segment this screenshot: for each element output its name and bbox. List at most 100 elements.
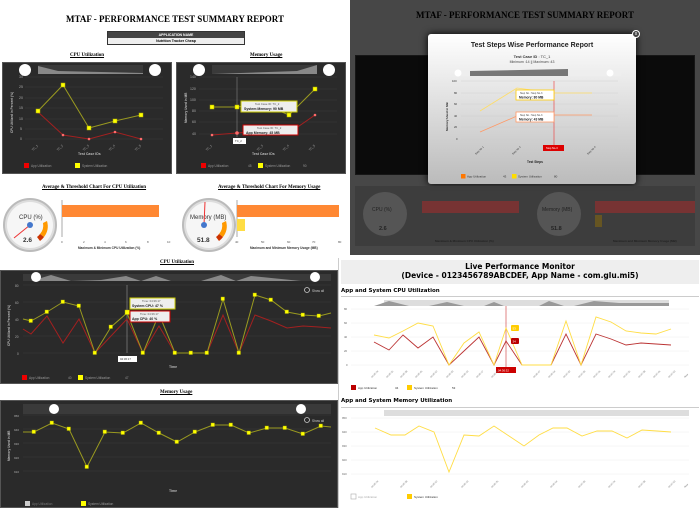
cpu-section-title: CPU Utilization: [70, 53, 105, 58]
svg-text:940: 940: [342, 430, 347, 434]
legend-app-swatch[interactable]: [25, 501, 30, 506]
svg-text:0: 0: [20, 137, 22, 141]
svg-text:04:35:38: 04:35:38: [400, 480, 409, 489]
svg-text:Maximum and Minimum Memory Usa: Maximum and Minimum Memory Usage (MB): [613, 239, 677, 243]
legend-app-swatch[interactable]: [350, 493, 357, 500]
svg-text:90: 90: [303, 164, 307, 168]
svg-text:04:37:02: 04:37:02: [563, 370, 572, 379]
svg-text:System Utilization: System Utilization: [414, 495, 438, 499]
svg-text:System Utilization: System Utilization: [82, 164, 108, 168]
svg-text:0: 0: [61, 240, 63, 244]
legend-system-swatch[interactable]: [78, 375, 83, 380]
svg-text:910: 910: [342, 472, 347, 476]
svg-text:04:37:31: 04:37:31: [623, 370, 632, 379]
svg-text:TC_2: TC_2: [56, 143, 64, 151]
range-handle-left[interactable]: [193, 64, 205, 76]
range-handle-left[interactable]: [31, 272, 41, 282]
legend-app-swatch[interactable]: [22, 375, 27, 380]
live-monitor-header: Live Performance Monitor (Device - 01234…: [341, 260, 699, 284]
svg-text:45: 45: [248, 164, 252, 168]
svg-text:TC_3: TC_3: [256, 143, 264, 151]
legend-system-swatch[interactable]: [407, 494, 412, 499]
modal-close-button[interactable]: x: [632, 30, 640, 38]
svg-text:04:36:47: 04:36:47: [533, 370, 542, 379]
svg-text:60: 60: [287, 240, 291, 244]
svg-text:80: 80: [454, 91, 458, 95]
legend-system-swatch[interactable]: [512, 174, 517, 179]
legend-system-swatch[interactable]: [81, 501, 86, 506]
range-handle-right[interactable]: [323, 64, 335, 76]
svg-text:04:35:24: 04:35:24: [371, 480, 380, 489]
legend-app-swatch[interactable]: [461, 174, 466, 179]
memory-minmax-bar-chart: 40 50 60 70 80 Maximum and Minimum Memory Us…: [235, 200, 342, 250]
svg-text:04:36:10: 04:36:10: [461, 480, 470, 489]
cpu-time-chart: Show all 80 60 40 20 0 Time: 04:36:17 System…: [0, 270, 338, 384]
range-handle-right[interactable]: [310, 272, 320, 282]
legend-system-swatch[interactable]: [75, 163, 80, 168]
application-name-box: APPLICATION NAME Nutrition Tracker Cheap: [107, 31, 245, 45]
svg-text:Time: 04:36:17: Time: 04:36:17: [140, 312, 159, 316]
svg-text:Memory Used in MB: Memory Used in MB: [7, 430, 11, 461]
svg-text:04:37:24: 04:37:24: [608, 480, 617, 489]
avg-memory-title: Average & Threshold Chart For Memory Usa…: [218, 185, 321, 190]
svg-text:CPU (%): CPU (%): [372, 207, 392, 213]
svg-text:04:36:10: 04:36:10: [461, 370, 470, 379]
svg-text:Time: Time: [169, 489, 177, 493]
report-title: MTAF - PERFORMANCE TEST SUMMARY REPORT: [66, 14, 284, 24]
show-all-button[interactable]: Show all: [304, 417, 325, 424]
svg-text:Step No-1: Step No-1: [475, 145, 486, 156]
svg-text:Test Case IDs: Test Case IDs: [252, 152, 275, 156]
show-all-button[interactable]: Show all: [304, 287, 325, 294]
svg-text:Show all: Show all: [312, 289, 324, 293]
svg-text:04:36:40: 04:36:40: [521, 480, 530, 489]
svg-text:Test Case ID: TC_2: Test Case ID: TC_2: [257, 126, 282, 130]
svg-text:04:37:16: 04:37:16: [593, 370, 602, 379]
range-handle-right[interactable]: [606, 69, 614, 77]
average-threshold-panel: Average & Threshold Chart For CPU Utiliz…: [0, 175, 350, 265]
range-handle-right[interactable]: [296, 404, 306, 414]
avg-cpu-title: Average & Threshold Chart For CPU Utiliz…: [42, 185, 147, 190]
application-name-label: APPLICATION NAME: [108, 32, 244, 38]
svg-text:System Utilization: System Utilization: [518, 175, 542, 179]
legend-app-swatch[interactable]: [24, 163, 29, 168]
legend-system-swatch[interactable]: [258, 163, 263, 168]
legend-app-swatch[interactable]: [201, 163, 206, 168]
range-handle-left[interactable]: [454, 69, 462, 77]
range-handle-left[interactable]: [49, 404, 59, 414]
legend-app-swatch[interactable]: [351, 385, 356, 390]
svg-text:51.8: 51.8: [197, 237, 210, 244]
svg-text:Memory (MB): Memory (MB): [542, 207, 573, 213]
legend-system-swatch[interactable]: [407, 385, 412, 390]
range-handle-left[interactable]: [19, 64, 31, 76]
svg-text:40: 40: [344, 335, 348, 339]
svg-text:70: 70: [312, 240, 316, 244]
svg-text:04:37:53: 04:37:53: [668, 480, 677, 489]
svg-text:04:37:38: 04:37:38: [638, 370, 647, 379]
svg-text:25: 25: [19, 85, 23, 89]
svg-text:Time: 04:36:17: Time: 04:36:17: [142, 299, 161, 303]
svg-text:Test Case ID: TC_2: Test Case ID: TC_2: [255, 102, 280, 106]
live-memory-chart: 950 940 930 920 910 04:35:24 04:35:38 04:35:52…: [342, 410, 689, 500]
test-steps-modal: x Test Steps Wise Performance Report Tes…: [428, 30, 640, 184]
svg-text:04:37:09: 04:37:09: [578, 370, 587, 379]
svg-text:910: 910: [14, 470, 19, 474]
tooltip-system-memory: Test Case ID: TC_2 System Memory: 90 MB: [240, 100, 298, 113]
svg-text:Memory: 43 MB: Memory: 43 MB: [519, 118, 544, 122]
application-name-value: Nutrition Tracker Cheap: [156, 39, 196, 43]
svg-text:20: 20: [454, 125, 458, 129]
svg-text:04:36:32: 04:36:32: [498, 369, 509, 373]
svg-text:100: 100: [190, 98, 196, 102]
svg-text:CPU Utilized in Percent (%): CPU Utilized in Percent (%): [7, 305, 11, 346]
cpu-time-title: CPU Utilization: [160, 260, 195, 265]
svg-text:40: 40: [15, 318, 19, 322]
svg-text:04:36:54: 04:36:54: [548, 370, 557, 379]
svg-text:Maximum and Minimum Memory Usa: Maximum and Minimum Memory Usage (MB): [250, 246, 318, 250]
cpu-minmax-bar-chart: 0 2 4 6 8 10 Maximum & Minimum CPU Utilizatio…: [61, 200, 171, 250]
range-handle-right[interactable]: [149, 64, 161, 76]
summary-report-panel: MTAF - PERFORMANCE TEST SUMMARY REPORT A…: [0, 0, 350, 175]
svg-text:6: 6: [125, 240, 127, 244]
svg-text:0: 0: [456, 137, 458, 141]
svg-text:30: 30: [19, 75, 23, 79]
